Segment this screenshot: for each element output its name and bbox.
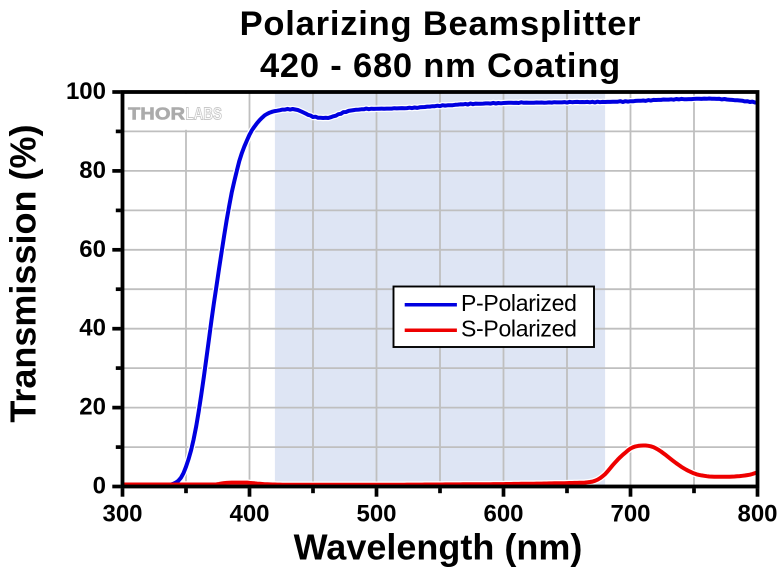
svg-text:800: 800 <box>737 501 777 528</box>
svg-text:LABS: LABS <box>186 104 223 124</box>
svg-text:THOR: THOR <box>128 104 185 124</box>
svg-text:300: 300 <box>102 501 142 528</box>
svg-text:420 - 680 nm Coating: 420 - 680 nm Coating <box>260 47 621 85</box>
svg-text:100: 100 <box>66 78 106 105</box>
svg-text:P-Polarized: P-Polarized <box>461 290 577 316</box>
svg-text:80: 80 <box>79 157 106 184</box>
svg-text:0: 0 <box>93 473 106 500</box>
svg-text:Transmission (%): Transmission (%) <box>3 125 44 423</box>
svg-text:40: 40 <box>79 315 106 342</box>
svg-text:60: 60 <box>79 236 106 263</box>
svg-text:Polarizing Beamsplitter: Polarizing Beamsplitter <box>240 5 642 43</box>
svg-text:20: 20 <box>79 394 106 421</box>
svg-text:500: 500 <box>356 501 396 528</box>
svg-text:600: 600 <box>483 501 523 528</box>
svg-text:400: 400 <box>229 501 269 528</box>
svg-text:700: 700 <box>610 501 650 528</box>
svg-text:S-Polarized: S-Polarized <box>461 316 577 342</box>
svg-text:Wavelength (nm): Wavelength (nm) <box>294 527 583 568</box>
